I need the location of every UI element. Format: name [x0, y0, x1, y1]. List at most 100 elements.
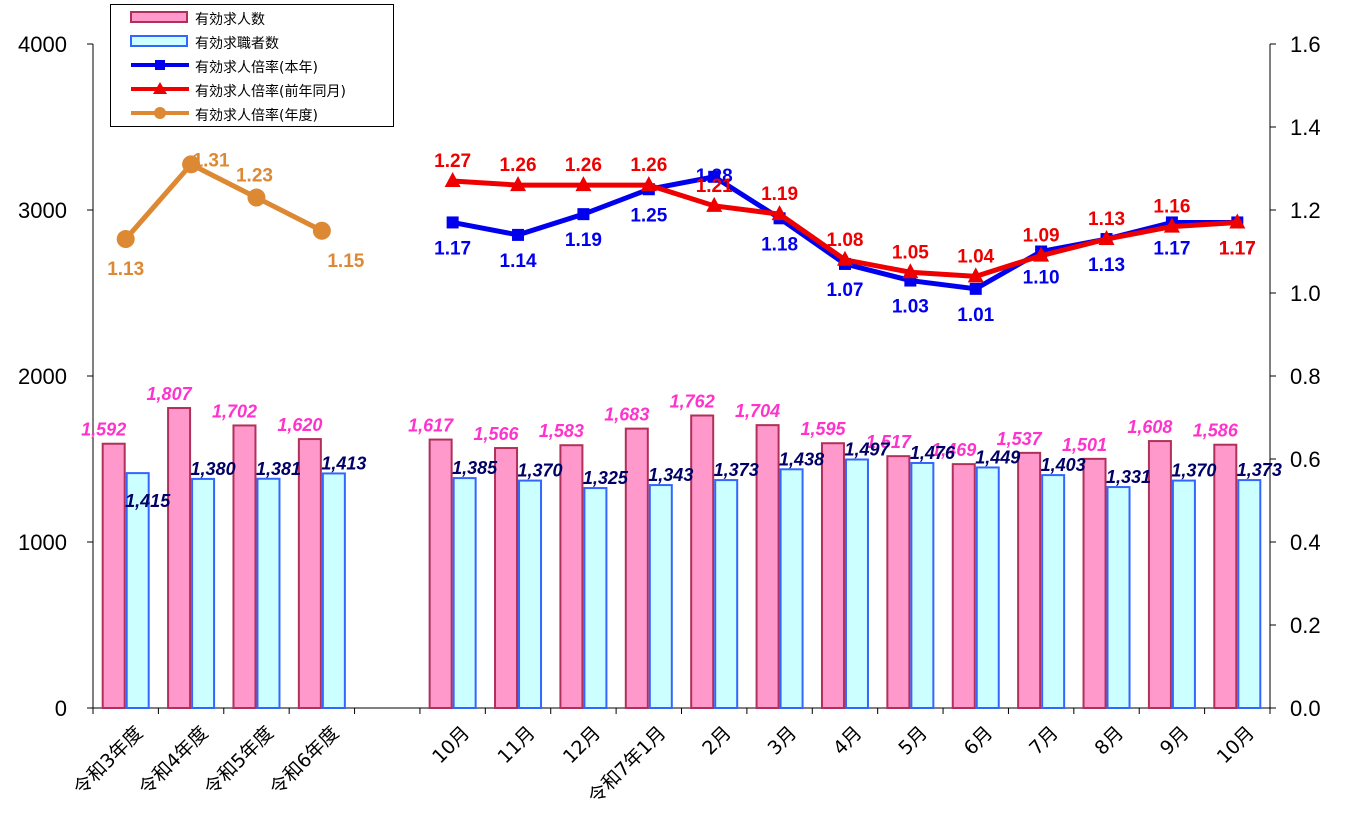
- bar: [256, 477, 281, 709]
- bar: [755, 424, 780, 709]
- line-marker: [182, 155, 201, 174]
- legend-item-job-seekers: 有効求職者数: [111, 31, 391, 52]
- y-left-tick-label: 3000: [18, 198, 67, 223]
- line-data-label: 1.13: [1088, 209, 1125, 230]
- y-right-tick-label: 0.6: [1290, 447, 1321, 472]
- bar-data-label: 1,415: [125, 491, 171, 511]
- line-marker: [446, 216, 459, 229]
- x-tick-label: 11月: [493, 722, 539, 768]
- bar: [232, 424, 257, 709]
- bar-data-label: 1,592: [81, 420, 126, 440]
- bar-data-label: 1,620: [277, 415, 322, 435]
- line-data-label: 1.09: [1023, 226, 1060, 247]
- bar-data-label: 1,617: [408, 416, 454, 436]
- legend-swatch-ratio-this-year: [131, 60, 189, 70]
- x-tick-label: 12月: [559, 722, 605, 768]
- bar: [1237, 479, 1262, 709]
- bar-data-label: 1,370: [1171, 461, 1216, 481]
- bar: [321, 472, 346, 709]
- legend: 有効求人数 有効求職者数 有効求人倍率(本年) 有効求人倍率(前年同月) 有効求…: [110, 4, 394, 127]
- bar-data-label: 1,497: [844, 439, 890, 459]
- x-tick-label: 2月: [698, 722, 736, 760]
- line-data-label: 1.19: [761, 184, 798, 205]
- bar-data-label: 1,370: [518, 461, 563, 481]
- line-marker: [577, 208, 590, 221]
- y-left-tick-label: 1000: [18, 530, 67, 555]
- x-tick-label: 令和5年度: [200, 722, 278, 800]
- bar-data-label: 1,704: [735, 401, 780, 421]
- bar: [1171, 479, 1196, 709]
- bar-data-label: 1,583: [539, 421, 584, 441]
- bar: [910, 461, 935, 710]
- line-data-label: 1.14: [500, 251, 537, 272]
- line-data-label: 1.04: [957, 246, 994, 267]
- bar-data-label: 1,385: [452, 458, 498, 478]
- legend-label: 有効求職者数: [195, 36, 279, 52]
- line-marker: [1033, 246, 1050, 262]
- y-right-tick-label: 1.2: [1290, 198, 1321, 223]
- bar: [1213, 443, 1238, 709]
- bar: [975, 466, 1000, 709]
- line-marker: [706, 196, 723, 212]
- x-tick-label: 6月: [960, 722, 998, 760]
- line-data-label: 1.26: [565, 155, 602, 176]
- bar-data-label: 1,476: [910, 443, 956, 463]
- line-marker: [902, 263, 919, 279]
- legend-swatch-ratio-fiscal-year: [131, 107, 189, 119]
- line-data-label: 1.26: [500, 155, 537, 176]
- bar-data-label: 1,683: [604, 405, 649, 425]
- line-data-label: 1.23: [236, 166, 273, 187]
- line-data-label: 1.13: [1088, 255, 1125, 276]
- bar: [559, 444, 584, 709]
- bar-data-label: 1,807: [147, 384, 193, 404]
- legend-swatch-ratio-prev-year: [131, 82, 189, 94]
- line-data-label: 1.17: [434, 238, 471, 259]
- bar: [690, 414, 715, 709]
- line-data-label: 1.31: [193, 150, 230, 171]
- legend-item-ratio-fiscal-year: 有効求人倍率(年度): [111, 103, 391, 124]
- line-marker: [640, 176, 657, 192]
- y-right-tick-label: 1.6: [1290, 32, 1321, 57]
- line-marker: [510, 176, 527, 192]
- bar-data-label: 1,373: [1237, 460, 1282, 480]
- line-data-label: 1.25: [630, 205, 667, 226]
- series-line: [123, 161, 323, 241]
- line-data-label: 1.26: [630, 155, 667, 176]
- line-marker: [771, 205, 788, 221]
- legend-label: 有効求人倍率(本年): [195, 60, 318, 76]
- line-marker: [575, 176, 592, 192]
- bar: [125, 472, 150, 709]
- x-tick-label: 令和3年度: [69, 722, 147, 800]
- bar: [583, 487, 608, 709]
- bar: [648, 484, 673, 710]
- bar: [624, 427, 649, 709]
- line-data-label: 1.16: [1153, 197, 1190, 218]
- x-tick-label: 7月: [1025, 722, 1063, 760]
- bar: [191, 477, 216, 710]
- line-data-label: 1.18: [761, 234, 798, 255]
- line-marker: [1098, 230, 1115, 246]
- line-data-label: 1.01: [957, 305, 994, 326]
- y-left-tick-label: 0: [55, 696, 67, 721]
- bar: [951, 463, 976, 709]
- line-data-label: 1.08: [826, 230, 863, 251]
- y-right-tick-label: 0.8: [1290, 364, 1321, 389]
- x-tick-label: 5月: [894, 722, 932, 760]
- line-data-label: 1.07: [826, 280, 863, 301]
- bar-data-label: 1,343: [648, 465, 693, 485]
- line-marker: [708, 170, 721, 183]
- line-data-label: 1.19: [565, 230, 602, 251]
- bar-data-label: 1,381: [256, 459, 301, 479]
- y-right-tick-label: 1.4: [1290, 115, 1321, 140]
- bar-data-label: 1,702: [212, 401, 257, 421]
- x-tick-label: 10月: [1213, 722, 1259, 768]
- bar-data-label: 1,403: [1041, 455, 1086, 475]
- line-marker: [1163, 217, 1180, 233]
- line-labels: 1.17 1.14 1.19 1.25 1.28 1.18 1.07 1.03 1.01 1.10…: [107, 150, 1256, 326]
- line-data-label: 1.15: [327, 251, 364, 272]
- bar-data-label: 1,762: [670, 392, 715, 412]
- line-data-label: 1.05: [892, 242, 929, 263]
- legend-label: 有効求人倍率(年度): [195, 108, 318, 124]
- legend-item-job-offers: 有効求人数: [111, 7, 391, 28]
- y-right-tick-label: 1.0: [1290, 281, 1321, 306]
